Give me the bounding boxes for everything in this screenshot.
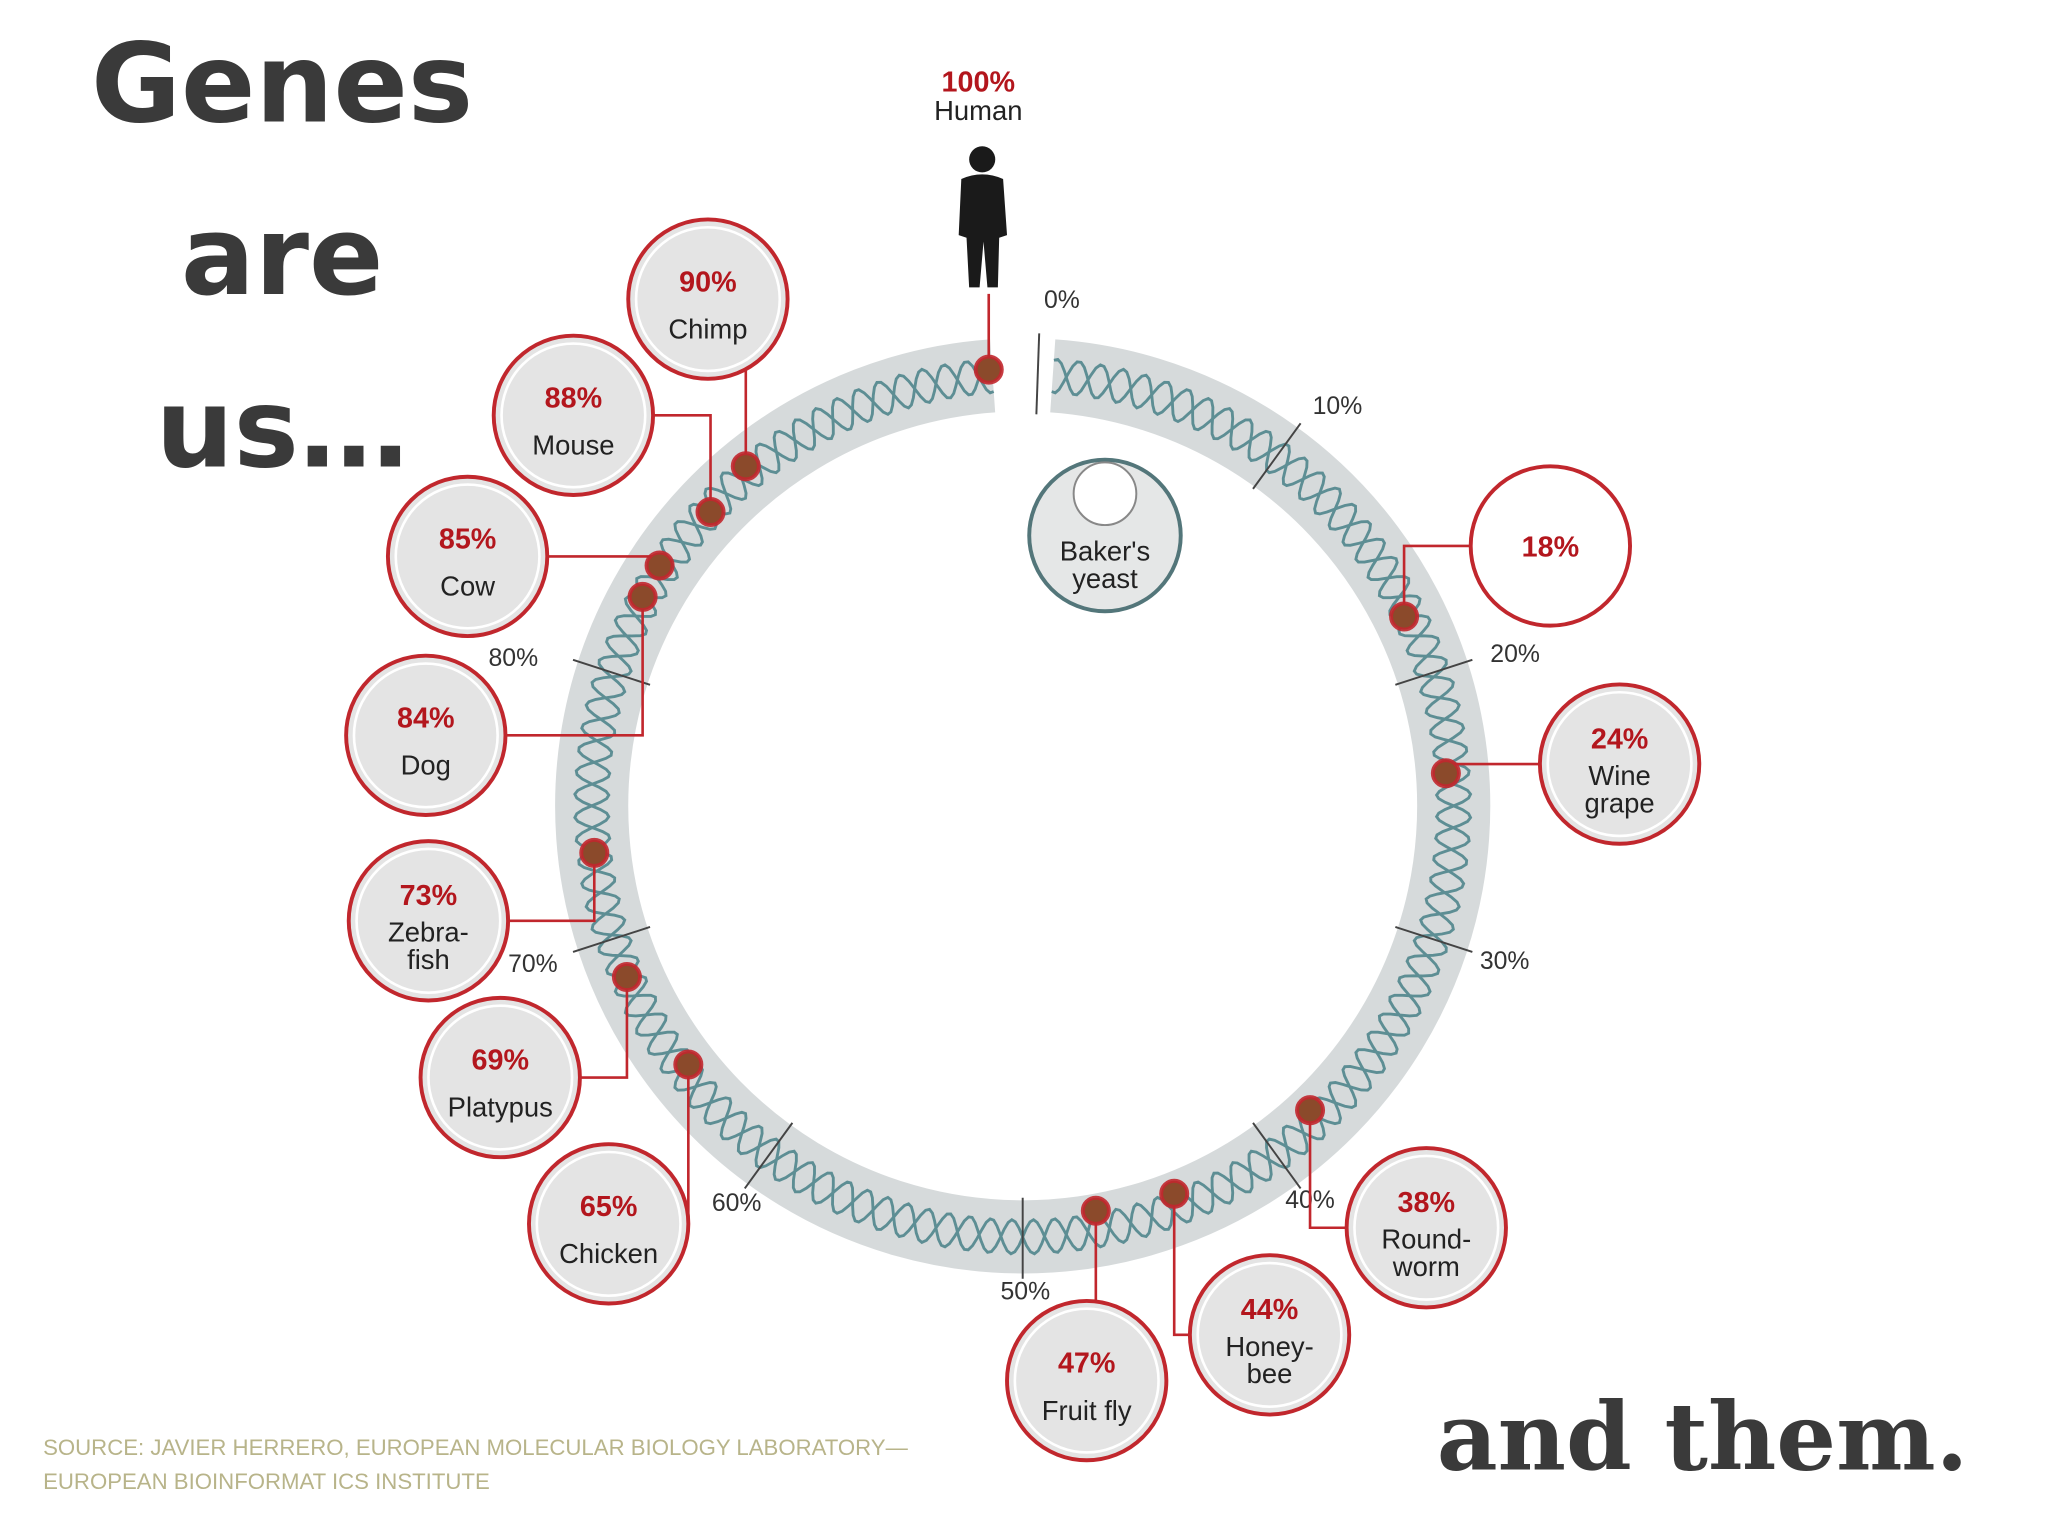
- ring-tick-label: 10%: [1313, 393, 1363, 420]
- title-line: Genes: [91, 19, 473, 147]
- ring-marker: [644, 550, 675, 581]
- organism-bubble: [1344, 1146, 1508, 1310]
- ring-tick: [572, 926, 651, 953]
- ring-marker: [695, 496, 726, 528]
- ring-tick: [1252, 1122, 1302, 1189]
- ring-tick: [1395, 926, 1473, 953]
- organism-bubble-inner: [1353, 1154, 1500, 1301]
- ring-tick-label: 20%: [1490, 641, 1540, 668]
- organism-percent: 88%: [545, 383, 602, 415]
- organism-name: Dog: [401, 750, 451, 781]
- organism-name: Platypus: [448, 1092, 553, 1123]
- organism-bubble: [344, 653, 508, 817]
- ring-marker: [1430, 758, 1461, 789]
- organism-name: Chicken: [559, 1238, 658, 1269]
- organism-bubble: [1187, 1253, 1352, 1417]
- organism-percent: 65%: [580, 1191, 637, 1223]
- yeast-icon: [1072, 461, 1138, 527]
- organism-bubble: [626, 217, 790, 381]
- ring-tick-label: 30%: [1480, 948, 1530, 975]
- organism-bubble: [1005, 1298, 1169, 1463]
- ring-marker: [611, 961, 642, 992]
- source-line: SOURCE: JAVIER HERRERO, EUROPEAN MOLECUL…: [43, 1435, 909, 1460]
- ring-marker: [730, 451, 761, 482]
- human-silhouette: [958, 146, 1008, 288]
- organism-name: Round-: [1381, 1224, 1471, 1255]
- organism-percent: 47%: [1058, 1348, 1115, 1380]
- organism-name: fish: [407, 944, 450, 975]
- organism-name: Chimp: [668, 313, 747, 344]
- ring-tick: [572, 658, 651, 686]
- organism-percent: 100%: [942, 66, 1015, 98]
- organism-percent: 24%: [1591, 723, 1648, 755]
- ring-tick-label: 60%: [712, 1190, 762, 1217]
- ring-marker: [1080, 1195, 1111, 1226]
- ring-tick: [1395, 658, 1473, 686]
- yeast-label: yeast: [1072, 563, 1138, 594]
- ring-marker: [579, 837, 610, 868]
- organism-name: Wine: [1588, 760, 1650, 791]
- organism-name: worm: [1392, 1251, 1460, 1282]
- ring-tick-label: 70%: [508, 951, 558, 978]
- ring-marker: [973, 354, 1004, 385]
- organism-name: Zebra-: [388, 917, 469, 948]
- ring-tick: [1035, 333, 1041, 415]
- organism-name: Human: [934, 95, 1022, 126]
- organism-bubble-inner: [634, 225, 782, 373]
- organism-bubble-inner: [427, 1004, 574, 1151]
- organism-percent: 85%: [439, 524, 496, 556]
- organism-percent: 73%: [400, 880, 457, 912]
- ring-tick-label: 0%: [1044, 287, 1080, 314]
- organism-name: Cow: [440, 571, 495, 602]
- organism-name: bee: [1247, 1358, 1293, 1389]
- title-line: are: [181, 192, 384, 320]
- yeast-label: Baker's: [1060, 535, 1151, 566]
- organism-percent: 69%: [472, 1045, 529, 1077]
- closing-text: and them.: [1437, 1382, 1969, 1492]
- ring-tick-label: 50%: [1000, 1279, 1050, 1306]
- bubbles: 100%Human 90% Chimp 88% Mouse 85% Cow 84% Dog 73%…: [344, 66, 1702, 1463]
- ring-marker: [1295, 1095, 1326, 1126]
- organism-bubble-inner: [1013, 1307, 1160, 1454]
- organism-bubble-inner: [394, 483, 541, 630]
- organism-bubble: [418, 995, 582, 1160]
- organism-bubble-inner: [535, 1150, 682, 1297]
- organism-name: Mouse: [532, 430, 614, 461]
- organism-bubble-inner: [355, 847, 502, 994]
- ring-tick-label: 80%: [488, 645, 538, 672]
- organism-bubble: [527, 1142, 691, 1306]
- title-line: us…: [156, 364, 409, 492]
- organism-percent: 90%: [679, 266, 736, 298]
- organism-bubble-inner: [1546, 690, 1693, 838]
- organism-bubble-inner: [352, 662, 499, 809]
- organism-name: grape: [1585, 787, 1655, 818]
- ring-tick: [743, 1122, 794, 1189]
- organism-percent: 84%: [397, 703, 454, 735]
- ring-tick: [1252, 422, 1302, 490]
- organism-percent: 18%: [1522, 531, 1579, 563]
- yeast-bubble: [1027, 457, 1183, 614]
- organism-bubble-inner: [1196, 1261, 1343, 1408]
- organism-percent: 44%: [1241, 1294, 1298, 1326]
- organism-percent: 38%: [1398, 1187, 1455, 1219]
- organism-bubble: [1537, 682, 1702, 846]
- ring-marker: [673, 1049, 704, 1080]
- organism-name: Fruit fly: [1042, 1395, 1132, 1426]
- organism-bubble: [491, 333, 656, 497]
- ring-marker: [1389, 601, 1420, 632]
- ring-marker: [627, 581, 658, 612]
- ring-marker: [1159, 1178, 1190, 1209]
- organism-name: Honey-: [1225, 1331, 1313, 1362]
- source-line: EUROPEAN BIOINFORMAT ICS INSTITUTE: [43, 1469, 490, 1494]
- organism-bubble: [346, 839, 511, 1003]
- organism-bubble: [1468, 464, 1632, 628]
- organism-bubble: [385, 474, 550, 639]
- organism-bubble-inner: [500, 342, 647, 489]
